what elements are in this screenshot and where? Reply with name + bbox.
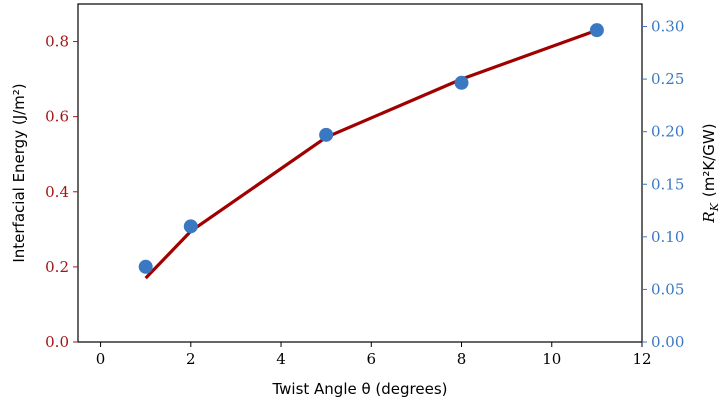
x-tick-label: 0 [96,350,106,368]
y-left-tick-label: 0.6 [45,108,69,126]
y-left-tick-label: 0.8 [45,33,69,51]
rk-point [183,219,198,234]
y-axis-right-label: RK (m²K/GW) [700,123,721,223]
y-left-tick-label: 0.0 [45,333,69,351]
rk-point [454,75,469,90]
y-right-tick-label: 0.05 [651,280,684,298]
y-axis-right-symbol: R [700,211,718,223]
y-right-tick-label: 0.10 [651,228,684,246]
series-layer [138,23,604,280]
y-right-tick-label: 0.25 [651,70,684,88]
y-axis-right-units: (m²K/GW) [700,123,718,197]
y-axis-right-subscript: K [708,202,721,212]
x-tick-label: 6 [367,350,377,368]
y-right-tick-label: 0.00 [651,333,684,351]
x-axis-label: Twist Angle θ (degrees) [271,380,447,398]
y-right-tick-label: 0.30 [651,18,684,36]
x-tick-label: 10 [542,350,561,368]
x-tick-label: 2 [186,350,196,368]
ticks-layer: 0 2 4 6 8 10 12 0.0 0.2 0.4 0.6 0.8 0.00 0.05 0.10 0.15… [45,18,684,368]
rk-point [138,259,153,274]
x-tick-label: 8 [457,350,467,368]
x-tick-label: 4 [276,350,286,368]
y-right-tick-label: 0.20 [651,123,684,141]
y-left-tick-label: 0.2 [45,258,69,276]
x-tick-label: 12 [632,350,651,368]
rk-point [589,23,604,38]
y-left-tick-label: 0.4 [45,183,69,201]
y-axis-left-label: Interfacial Energy (J/m²) [10,83,28,262]
plot-frame [77,3,643,343]
energy-line [144,28,598,280]
rk-point [319,127,334,142]
y-right-tick-label: 0.15 [651,175,684,193]
